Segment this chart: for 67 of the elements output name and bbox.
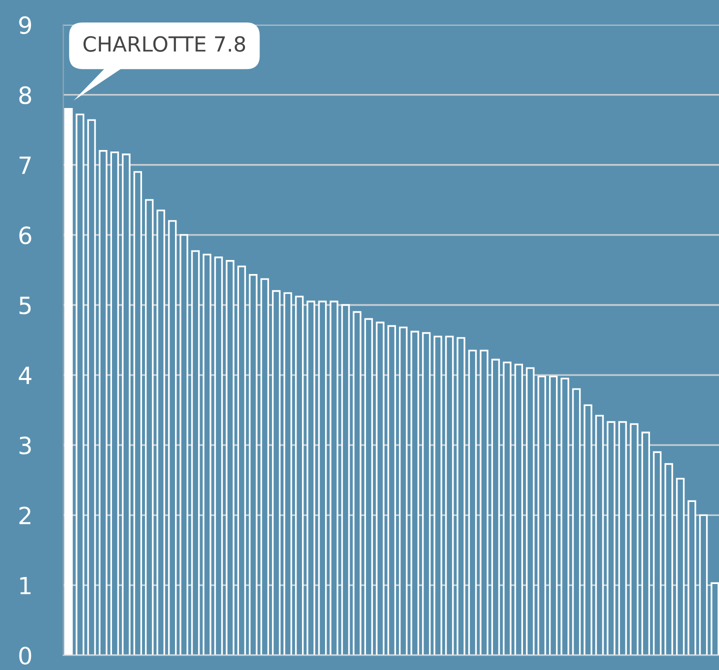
y-tick-label: 1 bbox=[20, 576, 31, 594]
bar bbox=[502, 362, 512, 656]
bar bbox=[526, 367, 535, 656]
y-tick-label: 4 bbox=[18, 366, 32, 384]
bar bbox=[456, 337, 466, 656]
y-tick-label: 0 bbox=[19, 646, 32, 665]
bar bbox=[422, 332, 431, 656]
y-tick-label: 3 bbox=[19, 436, 31, 454]
bar bbox=[584, 404, 592, 656]
bar bbox=[202, 254, 212, 656]
bar bbox=[549, 376, 558, 656]
bar bbox=[364, 318, 373, 656]
bar bbox=[237, 266, 246, 656]
bar bbox=[664, 463, 674, 656]
bar bbox=[387, 325, 396, 656]
bar bbox=[156, 210, 166, 656]
bar bbox=[445, 336, 454, 656]
y-tick-label: 6 bbox=[19, 226, 32, 244]
bar bbox=[248, 274, 258, 656]
bar bbox=[595, 414, 604, 656]
bar bbox=[330, 300, 338, 656]
bar bbox=[468, 350, 477, 656]
bar bbox=[699, 514, 708, 656]
bar bbox=[110, 151, 119, 656]
bar bbox=[341, 304, 350, 656]
bar bbox=[295, 296, 304, 656]
bar bbox=[272, 290, 281, 656]
bar bbox=[87, 119, 96, 656]
bar bbox=[537, 376, 546, 656]
bar bbox=[641, 432, 650, 656]
bar bbox=[688, 500, 696, 656]
bar bbox=[434, 336, 442, 656]
bar bbox=[491, 358, 500, 656]
bar bbox=[398, 326, 408, 656]
bar bbox=[64, 108, 73, 656]
bar bbox=[630, 423, 638, 656]
bar bbox=[572, 388, 581, 656]
y-tick-label: 5 bbox=[20, 296, 31, 314]
bar bbox=[214, 256, 223, 656]
bar bbox=[560, 378, 570, 656]
bar bbox=[318, 300, 327, 656]
bar bbox=[676, 478, 685, 656]
bar bbox=[480, 350, 488, 656]
bar bbox=[133, 171, 142, 656]
annotation: CHARLOTTE 7.8 bbox=[83, 36, 246, 52]
bar bbox=[514, 364, 523, 656]
y-tick-label: 2 bbox=[19, 506, 30, 524]
bar bbox=[284, 292, 292, 656]
bar bbox=[306, 300, 316, 656]
bar bbox=[260, 278, 270, 656]
bar bbox=[376, 322, 384, 656]
bar bbox=[168, 220, 177, 656]
bar bbox=[606, 421, 616, 656]
bar bbox=[652, 451, 662, 656]
y-tick-label: 8 bbox=[19, 86, 32, 104]
bar bbox=[410, 330, 420, 656]
bar bbox=[76, 114, 84, 656]
y-tick-label: 7 bbox=[20, 156, 31, 174]
bar bbox=[180, 234, 188, 656]
bar bbox=[226, 260, 234, 656]
bar bbox=[352, 311, 362, 656]
bar bbox=[144, 199, 154, 656]
y-tick-label: 9 bbox=[19, 16, 32, 34]
bar bbox=[122, 154, 130, 656]
bar bbox=[618, 421, 627, 656]
bar bbox=[191, 250, 200, 656]
bar bbox=[98, 150, 108, 656]
